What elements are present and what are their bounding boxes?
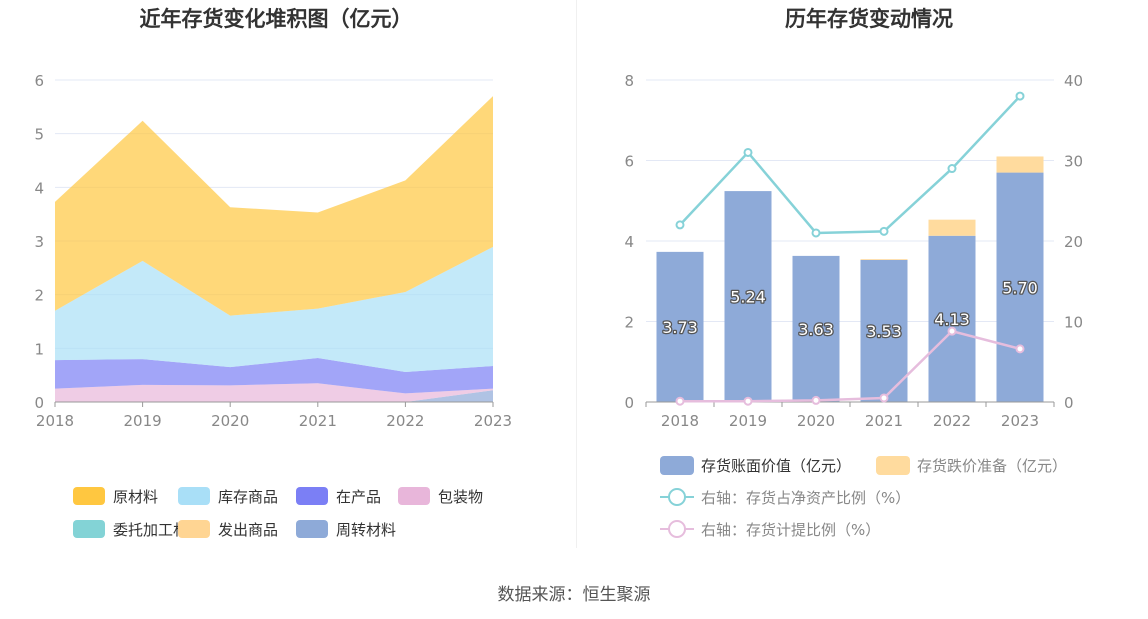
area-turnover_material xyxy=(55,390,493,402)
left-x-tick: 2023 xyxy=(474,412,512,430)
left-y-tick: 5 xyxy=(34,126,44,144)
right-y2-tick: 10 xyxy=(1064,314,1083,332)
area-raw_material xyxy=(55,96,493,316)
bar-value-label: 3.53 xyxy=(866,322,902,341)
left-y-tick: 4 xyxy=(34,179,44,197)
right-y2-tick: 40 xyxy=(1064,72,1083,90)
left-y-tick: 0 xyxy=(34,394,44,412)
right-x-tick: 2019 xyxy=(729,412,767,430)
line-provision_ratio xyxy=(680,329,1021,403)
data-source: 数据来源：恒生聚源 xyxy=(497,585,651,605)
legend-marker-net-asset-ratio xyxy=(668,488,686,506)
point-provision_ratio-2019 xyxy=(743,396,753,406)
right-y-tick: 4 xyxy=(624,233,634,251)
right-y-tick: 6 xyxy=(624,153,634,171)
legend-swatch-book-value xyxy=(660,456,694,475)
bar-impairment-2023 xyxy=(996,156,1044,173)
right-y-tick: 0 xyxy=(624,394,634,412)
bar-book_value-2018 xyxy=(656,251,704,402)
bar-book_value-2023 xyxy=(996,172,1044,402)
bar-value-label: 5.70 xyxy=(1002,278,1038,297)
bar-value-label: 4.13 xyxy=(934,310,970,329)
left-y-tick: 3 xyxy=(34,233,44,251)
legend-swatch-impairment xyxy=(876,456,910,475)
left-x-tick: 2019 xyxy=(124,412,162,430)
left-x-tick: 2022 xyxy=(386,412,424,430)
area-stock_goods xyxy=(55,246,493,372)
right-x-tick: 2020 xyxy=(797,412,835,430)
left-chart-title: 近年存货变化堆积图（亿元） xyxy=(140,7,413,31)
point-provision_ratio-2022 xyxy=(947,326,957,336)
point-net_asset_ratio-2020 xyxy=(811,228,821,238)
point-provision_ratio-2020 xyxy=(811,395,821,405)
legend-label-net-asset-ratio: 右轴：存货占净资产比例（%） xyxy=(701,489,910,507)
right-y-tick: 8 xyxy=(624,72,634,90)
left-x-tick: 2018 xyxy=(36,412,74,430)
bar-book_value-2020 xyxy=(792,255,840,402)
legend-label-provision-ratio: 右轴：存货计提比例（%） xyxy=(701,521,880,539)
legend-label-raw_material: 原材料 xyxy=(113,488,158,506)
right-x-tick: 2022 xyxy=(933,412,971,430)
point-provision_ratio-2018 xyxy=(675,396,685,406)
bar-impairment-2021 xyxy=(860,259,908,260)
area-in_production xyxy=(55,357,493,394)
right-y-tick: 2 xyxy=(624,314,634,332)
bar-value-label: 3.73 xyxy=(662,318,698,337)
point-provision_ratio-2021 xyxy=(879,393,889,403)
bar-value-label: 5.24 xyxy=(730,288,766,307)
right-y2-tick: 30 xyxy=(1064,153,1083,171)
bar-book_value-2019 xyxy=(724,191,772,402)
area-packaging xyxy=(55,383,493,402)
point-provision_ratio-2023 xyxy=(1015,344,1025,354)
right-x-tick: 2023 xyxy=(1001,412,1039,430)
bar-value-label: 3.63 xyxy=(798,320,834,339)
legend-swatch-packaging xyxy=(398,487,430,505)
legend-swatch-consigned xyxy=(73,520,105,538)
bar-book_value-2022 xyxy=(928,235,976,402)
legend-label-stock_goods: 库存商品 xyxy=(218,488,278,506)
right-y2-tick: 0 xyxy=(1064,394,1074,412)
right-y2-tick: 20 xyxy=(1064,233,1083,251)
bar-impairment-2022 xyxy=(928,219,976,236)
right-x-tick: 2018 xyxy=(661,412,699,430)
legend-label-turnover_material: 周转材料 xyxy=(336,521,396,539)
legend-swatch-raw_material xyxy=(73,487,105,505)
panel-divider xyxy=(576,0,577,548)
legend-label-impairment: 存货跌价准备（亿元） xyxy=(917,457,1067,475)
right-chart-title: 历年存货变动情况 xyxy=(785,7,953,31)
point-net_asset_ratio-2019 xyxy=(743,147,753,157)
legend-swatch-in_production xyxy=(296,487,328,505)
point-net_asset_ratio-2023 xyxy=(1015,91,1025,101)
left-x-tick: 2021 xyxy=(299,412,337,430)
point-net_asset_ratio-2021 xyxy=(879,226,889,236)
legend-label-shipped_goods: 发出商品 xyxy=(218,521,278,539)
legend-label-packaging: 包装物 xyxy=(438,488,483,506)
left-x-tick: 2020 xyxy=(211,412,249,430)
left-y-tick: 2 xyxy=(34,287,44,305)
legend-swatch-stock_goods xyxy=(178,487,210,505)
legend-label-in_production: 在产品 xyxy=(336,488,381,506)
point-net_asset_ratio-2022 xyxy=(947,164,957,174)
legend-label-book-value: 存货账面价值（亿元） xyxy=(701,457,851,475)
right-x-tick: 2021 xyxy=(865,412,903,430)
left-y-tick: 6 xyxy=(34,72,44,90)
legend-swatch-turnover_material xyxy=(296,520,328,538)
line-net_asset_ratio xyxy=(679,95,1021,235)
left-y-tick: 1 xyxy=(34,340,44,358)
point-net_asset_ratio-2018 xyxy=(675,220,685,230)
legend-swatch-shipped_goods xyxy=(178,520,210,538)
bar-book_value-2021 xyxy=(860,259,908,402)
legend-marker-provision-ratio xyxy=(668,520,686,538)
